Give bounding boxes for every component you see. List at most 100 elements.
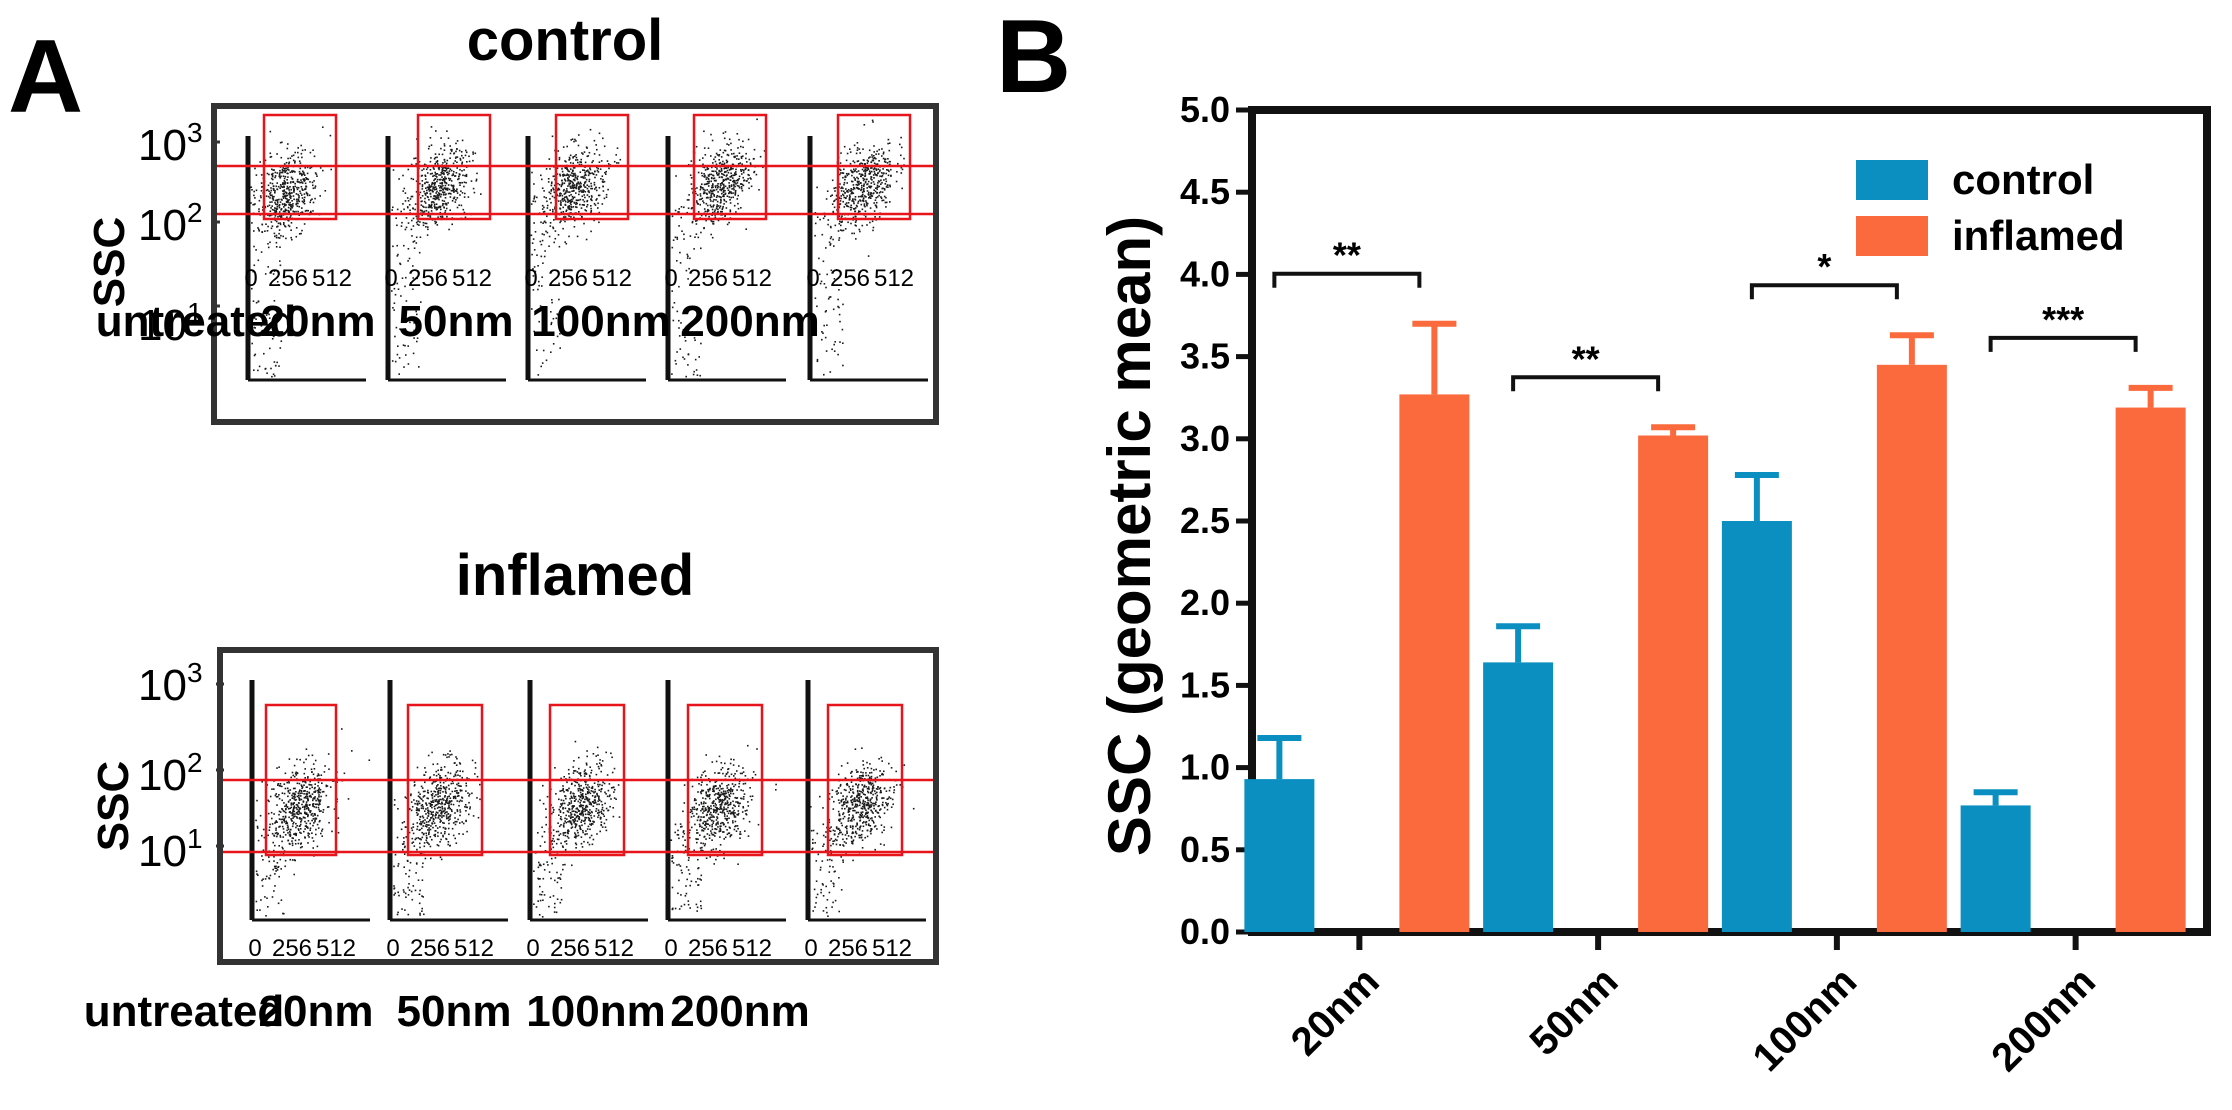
svg-text:103: 103 (138, 117, 203, 170)
subplot-x-tick-label: 0 (384, 265, 397, 292)
inflamed-sample-label: 20nm (259, 987, 374, 1036)
y-tick-label: 0.0 (1180, 911, 1230, 952)
scatter-dots (533, 740, 621, 918)
scatter-dots (393, 750, 481, 916)
inflamed-y-tick-100: 102 (138, 747, 224, 800)
y-tick-label: 5.0 (1180, 89, 1230, 130)
control-y-tick-10: 101 (138, 297, 220, 350)
subplot-x-tick-label: 512 (316, 935, 356, 962)
subplot-x-tick-label: 0 (806, 265, 819, 292)
subplot-x-tick-label: 512 (732, 265, 772, 292)
x-tick-label: 200nm (1983, 959, 2104, 1080)
y-tick-label: 0.5 (1180, 829, 1230, 870)
subplot-x-tick-label: 0 (526, 935, 539, 962)
subplot-x-tick-label: 512 (594, 935, 634, 962)
subplot-x-tick-label: 256 (268, 265, 308, 292)
x-tick-label: 20nm (1283, 959, 1388, 1064)
bar-inflamed-20nm (1399, 394, 1470, 932)
bar-chart-y-axis-label: SSC (geometric mean) (1096, 216, 1163, 856)
legend-swatch-control (1856, 160, 1928, 200)
bar-control-50nm (1483, 662, 1554, 932)
scatter-dots (390, 126, 482, 375)
subplot-x-tick-label: 256 (408, 265, 448, 292)
subplot-x-tick-label: 256 (688, 265, 728, 292)
legend-label-inflamed: inflamed (1952, 212, 2125, 259)
control-plot-title: control (467, 8, 664, 73)
control-sample-label: 200nm (680, 297, 819, 346)
significance-label: ** (1572, 338, 1600, 379)
scatter-dots (530, 128, 622, 376)
subplot-x-tick-label: 256 (550, 935, 590, 962)
subplot-x-tick-label: 0 (248, 935, 261, 962)
subplot-x-tick-label: 256 (272, 935, 312, 962)
subplot-x-tick-label: 512 (452, 265, 492, 292)
inflamed-y-tick-10: 101 (138, 823, 224, 876)
y-tick-label: 2.5 (1180, 500, 1230, 541)
control-y-axis-label: SSC (85, 217, 134, 307)
subplot-x-tick-label: 256 (548, 265, 588, 292)
y-tick-label: 3.5 (1180, 336, 1230, 377)
subplot-x-tick-label: 512 (312, 265, 352, 292)
x-tick-label: 50nm (1521, 959, 1626, 1064)
scatter-dots (810, 747, 915, 917)
scatter-dots (671, 118, 767, 378)
significance-label: ** (1333, 235, 1361, 276)
subplot-x-tick-label: 0 (664, 265, 677, 292)
y-tick-label: 3.0 (1180, 418, 1230, 459)
subplot-x-tick-label: 256 (688, 935, 728, 962)
inflamed-sample-label: 200nm (670, 987, 809, 1036)
significance-label: *** (2042, 299, 2084, 340)
svg-text:102: 102 (138, 197, 203, 250)
significance-bracket (1988, 335, 2138, 352)
control-sample-label: 50nm (399, 297, 514, 346)
significance-bracket (1511, 375, 1661, 392)
subplot-x-tick-label: 512 (874, 265, 914, 292)
control-sample-label: 20nm (261, 297, 376, 346)
bar-inflamed-50nm (1638, 435, 1709, 932)
legend-swatch-inflamed (1856, 216, 1928, 256)
inflamed-sample-label: 50nm (397, 987, 512, 1036)
subplot-x-tick-label: 512 (872, 935, 912, 962)
subplot-x-tick-label: 0 (664, 935, 677, 962)
subplot-x-tick-label: 256 (830, 265, 870, 292)
scatter-dots (670, 744, 777, 912)
significance-bracket (1749, 283, 1899, 300)
inflamed-plot-frame (217, 647, 939, 965)
subplot-x-tick-label: 512 (732, 935, 772, 962)
y-tick-label: 2.0 (1180, 582, 1230, 623)
subplot-x-tick-label: 0 (244, 265, 257, 292)
control-plot-frame (211, 103, 939, 425)
svg-text:101: 101 (138, 823, 203, 876)
x-tick-label: 100nm (1745, 959, 1866, 1080)
bar-inflamed-100nm (1876, 364, 1947, 932)
scatter-dots (814, 119, 905, 376)
control-y-tick-100: 102 (138, 197, 220, 250)
y-tick-label: 4.5 (1180, 171, 1230, 212)
control-sample-label: 100nm (531, 297, 670, 346)
subplot-x-tick-label: 512 (454, 935, 494, 962)
svg-text:103: 103 (138, 657, 203, 710)
bar-inflamed-200nm (2115, 407, 2186, 933)
inflamed-y-tick-1000: 103 (138, 657, 224, 710)
inflamed-sample-label: untreated (84, 987, 284, 1036)
control-subplot-untreated: 0 256 512 untreated (96, 113, 366, 382)
subplot-x-tick-label: 512 (592, 265, 632, 292)
panel-b-letter: B (996, 0, 1071, 115)
svg-text:101: 101 (138, 297, 203, 350)
svg-text:102: 102 (138, 747, 203, 800)
control-sample-label: untreated (96, 297, 296, 346)
legend-label-control: control (1952, 156, 2094, 203)
bar-control-20nm (1244, 779, 1315, 932)
subplot-x-tick-label: 0 (386, 935, 399, 962)
control-y-tick-1000: 103 (138, 117, 220, 170)
